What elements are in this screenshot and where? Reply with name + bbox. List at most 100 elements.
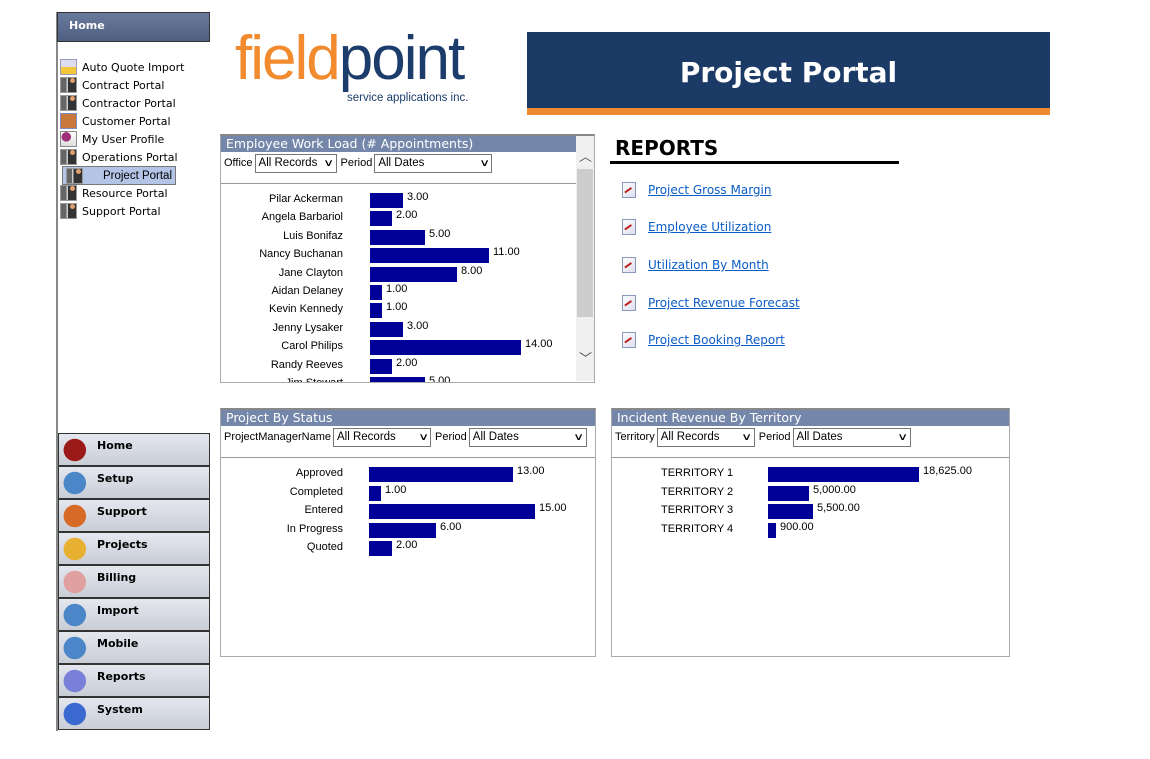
scrollbar-thumb[interactable] [577,169,593,317]
setup-icon [62,468,94,498]
bar-value-label: 900.00 [780,520,814,533]
bar-category-label: In Progress [286,522,343,535]
report-item: Project Booking Report [622,332,785,348]
bar[interactable] [370,358,392,374]
filter-label: ProjectManagerName [224,431,331,443]
nav-home[interactable]: Home [58,433,210,466]
nav-label: Reports [97,670,146,683]
portal-link[interactable]: Project Portal [62,166,176,185]
nav-billing[interactable]: Billing [58,565,210,598]
sidebar-header[interactable]: Home [57,12,210,42]
bar[interactable] [369,467,513,482]
bar-category-label: TERRITORY 3 [661,504,734,516]
scroll-down-icon[interactable]: ﹀ [579,352,593,367]
portal-link[interactable]: Contractor Portal [60,94,176,112]
bar-value-label: 5.00 [429,227,451,240]
bar[interactable] [370,266,457,282]
bar-category-label: Nancy Buchanan [259,248,343,261]
bar[interactable] [768,485,809,501]
portal-person-icon [60,185,77,201]
bar[interactable] [370,229,425,245]
bar[interactable] [370,377,425,382]
report-chart-icon [622,295,636,311]
bar[interactable] [369,485,381,501]
bar[interactable] [370,211,392,227]
bar[interactable] [369,541,392,556]
nav-system[interactable]: System [58,697,210,730]
bar-row: Quoted 2.00 [221,539,595,556]
nav-label: Billing [97,571,137,584]
report-link[interactable]: Employee Utilization [648,220,772,234]
bar-row: Aidan Delaney 1.00 [221,283,594,300]
project-status-panel: Project By Status ProjectManagerName All R… [220,408,596,657]
panel-divider [221,183,594,184]
bar[interactable] [370,248,489,264]
bar-row: Jenny Lysaker 3.00 [221,320,594,337]
chevron-down-icon: ∨ [417,431,429,443]
bar-row: Nancy Buchanan 11.00 [221,246,594,264]
bar-category-label: Approved [295,467,343,479]
office-select[interactable]: All Records ∨ [254,153,337,173]
portal-link[interactable]: Resource Portal [60,184,174,202]
territory-select[interactable]: All Records ∨ [656,427,755,447]
portal-link[interactable]: My User Profile [60,130,174,148]
nav-projects[interactable]: Projects [58,532,210,565]
bar-category-label: Aidan Delaney [271,285,343,297]
bar[interactable] [768,522,776,538]
filter-label: Office [224,157,253,169]
bar-row: Approved 13.00 [221,465,595,482]
scroll-up-icon[interactable]: ︿ [579,150,593,165]
report-chart-icon [622,219,636,235]
bar[interactable] [768,504,813,519]
chevron-down-icon: ∨ [573,431,585,443]
report-link[interactable]: Project Booking Report [648,333,785,347]
select-value: All Dates [472,431,519,443]
nav-label: Setup [97,472,134,485]
bar[interactable] [369,522,436,538]
projects-coins-icon [62,534,94,564]
bar[interactable] [768,467,919,482]
reports-heading: REPORTS [615,136,719,160]
portal-link[interactable]: Auto Quote Import [60,58,184,76]
bar[interactable] [370,321,403,337]
portal-link[interactable]: Support Portal [60,202,174,220]
nav-support[interactable]: Support [58,499,210,532]
bar[interactable] [370,285,382,300]
period-select[interactable]: All Dates ∨ [374,153,493,173]
projectmanagername-select[interactable]: All Records ∨ [333,427,431,447]
report-link[interactable]: Project Gross Margin [648,183,772,197]
chevron-down-icon: ∨ [741,431,753,443]
logo-word-field: field [235,24,341,93]
nav-setup[interactable]: Setup [58,466,210,499]
portal-label: Project Portal [102,169,172,182]
portal-person-icon [60,77,77,93]
portal-person-icon [66,167,83,184]
portal-label: Contractor Portal [82,96,176,110]
bar-row: Angela Barbariol 2.00 [221,209,594,227]
filter-label: Territory [615,431,655,443]
portal-label: Operations Portal [82,150,178,164]
bar-category-label: Kevin Kennedy [269,303,343,316]
nav-reports[interactable]: Reports [58,664,210,697]
period-select[interactable]: All Dates ∨ [792,427,911,447]
report-link[interactable]: Project Revenue Forecast [648,296,800,310]
bar[interactable] [370,303,382,319]
bar-value-label: 15.00 [539,502,567,514]
panel-title: Incident Revenue By Territory [612,410,1009,426]
portal-person-icon [60,149,77,165]
portal-link[interactable]: Customer Portal [60,112,174,130]
portal-link[interactable]: Contract Portal [60,76,174,94]
select-value: All Records [337,431,396,443]
period-select[interactable]: All Dates ∨ [468,427,587,447]
nav-import[interactable]: Import [58,598,210,631]
bar[interactable] [369,504,535,519]
bar[interactable] [370,340,521,356]
workload-scrollbar[interactable]: ︿ ﹀ [576,136,594,381]
nav-label: System [97,703,143,716]
report-link[interactable]: Utilization By Month [648,258,769,272]
nav-label: Mobile [97,637,139,650]
page-title-banner: Project Portal [527,32,1050,115]
portal-link[interactable]: Operations Portal [60,148,178,166]
bar[interactable] [370,193,403,208]
nav-mobile[interactable]: Mobile [58,631,210,664]
